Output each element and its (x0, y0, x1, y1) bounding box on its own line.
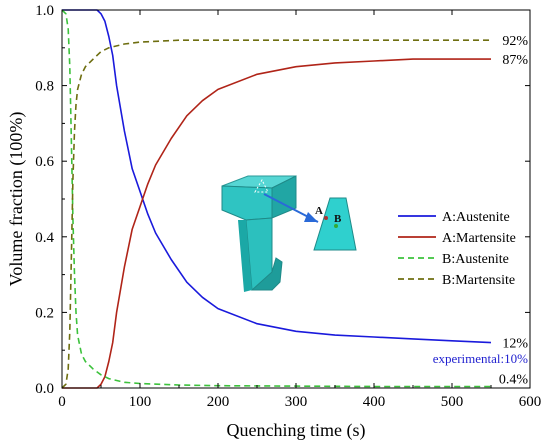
point-b-marker (334, 224, 338, 228)
y-tick-label: 0.4 (35, 230, 54, 246)
axes: 0 100 200 300 400 500 600 0.0 0.2 0.4 0.6 0.8 1.0 Que… (6, 3, 541, 441)
point-a-marker (324, 216, 328, 220)
y-tick-label: 0.2 (35, 305, 54, 321)
x-tick-label: 400 (363, 394, 386, 410)
annotations: 92% 87% 12%experimental:10% 0.4% (433, 34, 529, 387)
annotation-label: 92% (502, 34, 528, 49)
x-tick-label: 600 (519, 394, 542, 410)
annotation-label: 12% (502, 337, 528, 352)
rail-web-shade (238, 220, 252, 292)
x-tick-label: 300 (285, 394, 308, 410)
y-tick-label: 0.8 (35, 79, 54, 95)
annotation-label: experimental:10% (433, 351, 528, 366)
point-b-label: B (334, 213, 342, 225)
x-tick-label: 100 (129, 394, 152, 410)
y-tick-label: 1.0 (35, 3, 54, 19)
x-axis-title: Quenching time (s) (227, 420, 366, 441)
series-line-b-martensite (61, 39, 491, 389)
legend-label: A:Austenite (442, 210, 510, 225)
triangle-marker (254, 178, 269, 193)
series-line-a-austenite (62, 9, 492, 344)
series-line-a-martensite (62, 58, 491, 389)
y-tick-label: 0.6 (35, 154, 54, 170)
annotation-label: 0.4% (499, 373, 529, 388)
geometry-inset: A B (221, 175, 357, 292)
rail-foot (250, 257, 283, 291)
pointer-arrowhead (304, 212, 318, 222)
annotation-label: 87% (502, 53, 528, 68)
point-a-label: A (315, 205, 323, 217)
legend-label: B:Austenite (442, 252, 509, 267)
legend: A:Austenite A:Martensite B:Austenite B:Mart… (398, 210, 516, 288)
y-axis-title: Volume fraction (100%) (6, 112, 27, 287)
x-tick-label: 200 (207, 394, 230, 410)
legend-label: A:Martensite (442, 231, 516, 246)
x-tick-label: 500 (441, 394, 464, 410)
legend-label: B:Martensite (442, 273, 515, 288)
section-cut (313, 197, 357, 251)
rail-head (221, 185, 273, 221)
x-tick-label: 0 (58, 394, 66, 410)
y-tick-label: 0.0 (35, 381, 54, 397)
